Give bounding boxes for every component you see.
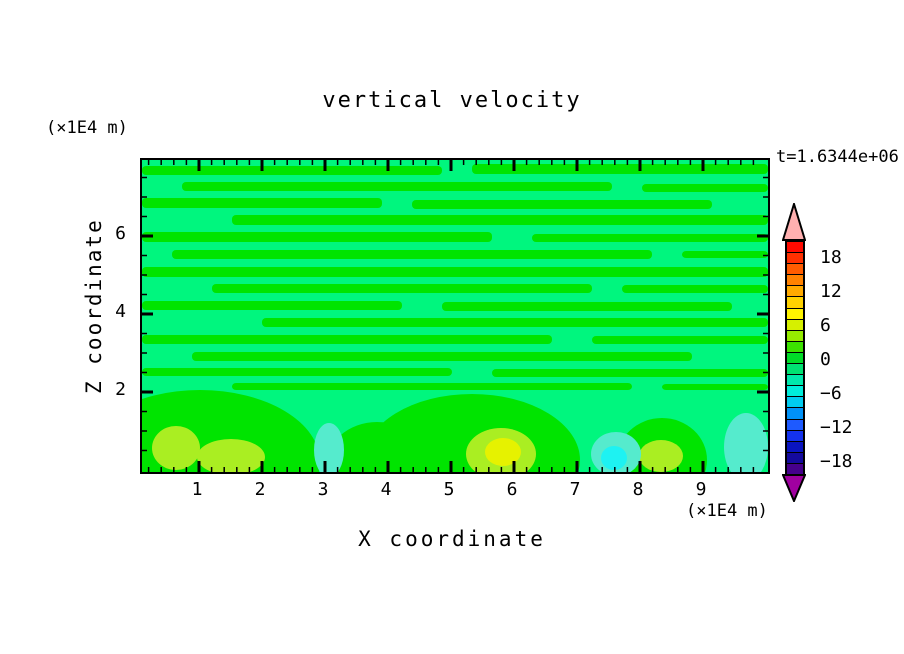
contour-stripe bbox=[172, 250, 652, 259]
colorbar-labels: 18 12 6 0 −6 −12 −18 bbox=[820, 240, 868, 476]
z-tick-label: 4 bbox=[115, 301, 126, 322]
contour-stripe bbox=[182, 182, 612, 191]
colorbar-segment bbox=[787, 263, 803, 275]
colorbar-segment bbox=[787, 252, 803, 264]
x-axis-tick-labels: 1 2 3 4 5 6 7 8 9 bbox=[140, 479, 766, 501]
colorbar-segment bbox=[787, 307, 803, 319]
colorbar-segment bbox=[787, 396, 803, 408]
x-tick-label: 7 bbox=[569, 479, 581, 500]
colorbar-segment bbox=[787, 429, 803, 441]
colorbar-segment bbox=[787, 242, 803, 253]
colorbar-segment bbox=[787, 329, 803, 341]
contour-stripe bbox=[142, 232, 492, 242]
contour-cell-downdraft bbox=[314, 423, 344, 472]
colorbar-label: 0 bbox=[820, 349, 831, 370]
contour-stripe bbox=[532, 234, 768, 242]
contour-stripe bbox=[142, 368, 452, 376]
colorbar-segment bbox=[787, 407, 803, 419]
contour-stripe bbox=[142, 166, 442, 175]
contour-stripe bbox=[142, 267, 768, 277]
x-tick-label: 4 bbox=[380, 479, 392, 500]
contour-stripe bbox=[472, 164, 768, 174]
colorbar-segment bbox=[787, 340, 803, 352]
x-axis-unit-label: (×1E4 m) bbox=[686, 501, 768, 521]
x-tick-label: 6 bbox=[506, 479, 518, 500]
colorbar-segment bbox=[787, 318, 803, 330]
colorbar-segment bbox=[787, 418, 803, 430]
contour-stripe bbox=[412, 200, 712, 209]
contour-stripe bbox=[232, 383, 632, 390]
contour-stripe bbox=[142, 335, 552, 344]
contour-cell-updraft bbox=[197, 439, 265, 472]
contour-stripe bbox=[232, 215, 768, 225]
colorbar-label: −12 bbox=[820, 417, 853, 438]
colorbar-segment bbox=[787, 451, 803, 463]
colorbar-label: −18 bbox=[820, 451, 853, 472]
x-tick-label: 8 bbox=[632, 479, 644, 500]
contour-cell-updraft bbox=[639, 440, 683, 472]
colorbar-segment bbox=[787, 285, 803, 297]
x-tick-label: 3 bbox=[317, 479, 329, 500]
colorbar-segment bbox=[787, 363, 803, 375]
contour-stripe bbox=[262, 318, 768, 327]
x-tick-label: 2 bbox=[254, 479, 266, 500]
contour-stripe bbox=[142, 198, 382, 208]
colorbar-under-arrow-icon bbox=[782, 474, 806, 502]
colorbar-segment bbox=[787, 374, 803, 386]
colorbar-label: −6 bbox=[820, 383, 842, 404]
contour-field bbox=[142, 160, 768, 472]
contour-cell-downdraft-core bbox=[601, 446, 627, 470]
colorbar-segment bbox=[787, 296, 803, 308]
contour-stripe bbox=[442, 302, 732, 311]
contour-stripe bbox=[212, 284, 592, 293]
contour-stripe bbox=[192, 352, 692, 361]
colorbar bbox=[785, 240, 805, 476]
x-tick-label: 1 bbox=[191, 479, 203, 500]
z-axis-unit-label: (×1E4 m) bbox=[46, 118, 128, 138]
colorbar-segment bbox=[787, 440, 803, 452]
contour-stripe bbox=[642, 184, 768, 192]
z-tick-label: 6 bbox=[115, 223, 126, 244]
contour-stripe bbox=[492, 369, 768, 377]
contour-stripe bbox=[592, 336, 768, 344]
x-tick-label: 5 bbox=[443, 479, 455, 500]
colorbar-label: 6 bbox=[820, 315, 831, 336]
colorbar-label: 12 bbox=[820, 281, 842, 302]
colorbar-segment bbox=[787, 462, 803, 474]
contour-cell-downdraft bbox=[724, 413, 768, 472]
x-tick-label: 9 bbox=[695, 479, 707, 500]
colorbar-segment bbox=[787, 385, 803, 397]
x-axis-title: X coordinate bbox=[358, 527, 546, 551]
contour-stripe bbox=[662, 384, 768, 390]
colorbar-over-arrow-icon bbox=[782, 203, 806, 241]
contour-stripe bbox=[682, 251, 768, 258]
contour-cell-updraft-core bbox=[485, 438, 521, 466]
time-annotation: t=1.6344e+06 bbox=[776, 147, 899, 167]
contour-stripe bbox=[142, 301, 402, 310]
z-axis-title: Z coordinate bbox=[82, 218, 106, 394]
colorbar-segment bbox=[787, 351, 803, 364]
colorbar-label: 18 bbox=[820, 247, 842, 268]
z-tick-label: 2 bbox=[115, 379, 126, 400]
contour-cell-updraft bbox=[152, 426, 200, 470]
z-axis-tick-labels: 2 4 6 bbox=[96, 158, 126, 470]
contour-stripe bbox=[622, 285, 768, 293]
chart-title: vertical velocity bbox=[322, 88, 582, 113]
colorbar-segment bbox=[787, 274, 803, 286]
plot-frame bbox=[140, 158, 770, 474]
